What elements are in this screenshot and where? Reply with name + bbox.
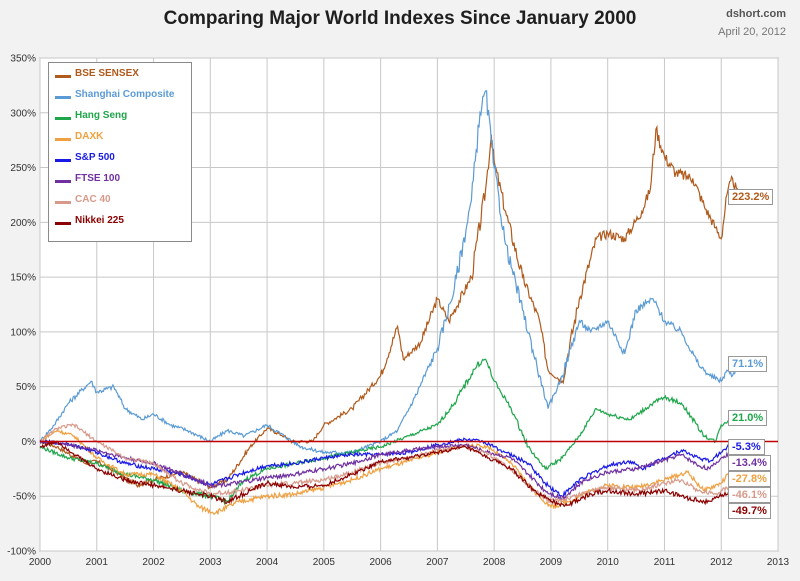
legend-label: Nikkei 225 xyxy=(75,215,124,226)
y-tick-label: 300% xyxy=(10,108,36,119)
legend-label: DAXK xyxy=(75,131,104,142)
legend-item: Shanghai Composite xyxy=(55,89,187,107)
series-line-shanghai-composite xyxy=(39,90,739,455)
legend-item: DAXK xyxy=(55,131,187,149)
legend-label: Shanghai Composite xyxy=(75,89,175,100)
end-value-label: -27.8% xyxy=(728,471,771,488)
x-tick-label: 2005 xyxy=(313,557,336,568)
x-tick-label: 2003 xyxy=(199,557,222,568)
x-tick-label: 2000 xyxy=(29,557,52,568)
x-tick-label: 2008 xyxy=(483,557,506,568)
y-tick-label: 250% xyxy=(10,163,36,174)
x-tick-label: 2010 xyxy=(597,557,620,568)
y-tick-label: 0% xyxy=(22,437,37,448)
y-tick-label: 200% xyxy=(10,218,36,229)
legend-label: CAC 40 xyxy=(75,194,111,205)
x-tick-label: 2006 xyxy=(369,557,392,568)
chart-title: Comparing Major World Indexes Since Janu… xyxy=(163,8,637,29)
x-tick-label: 2007 xyxy=(426,557,449,568)
x-tick-label: 2012 xyxy=(710,557,733,568)
source-label: dshort.com xyxy=(726,8,786,20)
x-tick-label: 2004 xyxy=(256,557,279,568)
legend-swatch xyxy=(55,201,71,204)
y-tick-label: 150% xyxy=(10,273,36,284)
x-tick-label: 2001 xyxy=(86,557,109,568)
series-line-hang-seng xyxy=(39,358,739,506)
y-tick-label: -50% xyxy=(13,492,36,503)
series-line-nikkei-225 xyxy=(39,439,739,508)
legend-item: S&P 500 xyxy=(55,152,187,170)
date-label: April 20, 2012 xyxy=(718,26,786,38)
legend: BSE SENSEX Shanghai Composite Hang Seng DAX… xyxy=(48,62,192,242)
y-tick-label: -100% xyxy=(7,547,36,558)
legend-swatch xyxy=(55,96,71,99)
legend-item: Nikkei 225 xyxy=(55,215,187,233)
end-value-label: 71.1% xyxy=(728,355,768,372)
legend-swatch xyxy=(55,75,71,78)
legend-swatch xyxy=(55,117,71,120)
legend-swatch xyxy=(55,222,71,225)
series-line-daxk xyxy=(39,428,739,516)
end-value-label: -49.7% xyxy=(728,503,771,520)
legend-item: Hang Seng xyxy=(55,110,187,128)
legend-swatch xyxy=(55,180,71,183)
legend-item: BSE SENSEX xyxy=(55,68,187,86)
legend-swatch xyxy=(55,138,71,141)
legend-label: BSE SENSEX xyxy=(75,68,139,79)
legend-item: CAC 40 xyxy=(55,194,187,212)
legend-swatch xyxy=(55,159,71,162)
y-tick-label: 100% xyxy=(10,327,36,338)
x-tick-label: 2002 xyxy=(142,557,165,568)
x-tick-label: 2013 xyxy=(767,557,790,568)
legend-label: Hang Seng xyxy=(75,110,128,121)
end-value-label: 21.0% xyxy=(728,410,768,427)
y-tick-label: 350% xyxy=(10,54,36,65)
y-tick-label: 50% xyxy=(16,382,36,393)
end-value-label: -46.1% xyxy=(728,487,771,504)
x-tick-label: 2011 xyxy=(654,557,676,568)
legend-item: FTSE 100 xyxy=(55,173,187,191)
series-lines xyxy=(39,90,739,516)
series-line-bse-sensex xyxy=(39,124,739,490)
legend-label: S&P 500 xyxy=(75,152,115,163)
end-value-label: -13.4% xyxy=(728,455,771,472)
legend-label: FTSE 100 xyxy=(75,173,121,184)
end-value-label: -5.3% xyxy=(728,439,765,456)
x-tick-label: 2009 xyxy=(540,557,563,568)
end-value-label: 223.2% xyxy=(728,188,774,205)
